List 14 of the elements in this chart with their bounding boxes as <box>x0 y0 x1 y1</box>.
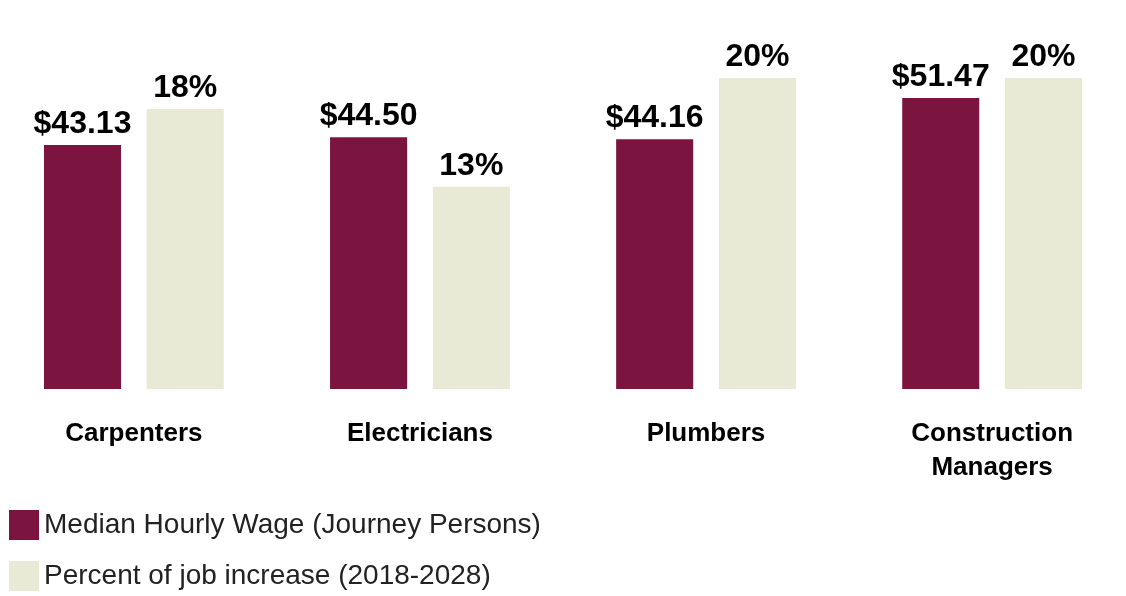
data-label: 13% <box>439 145 504 182</box>
x-tick-label: Carpenters <box>65 416 203 447</box>
data-label: 18% <box>153 68 218 105</box>
data-label: $44.16 <box>605 98 704 135</box>
data-label: 20% <box>725 37 790 73</box>
data-label: $51.47 <box>891 56 990 93</box>
data-label: $44.50 <box>319 96 418 133</box>
x-tick-label: Plumbers <box>646 416 766 447</box>
x-tick-label: Electricians <box>346 416 493 447</box>
x-tick-label: Construction Managers <box>911 416 1074 481</box>
data-label: 20% <box>1011 37 1076 73</box>
legend-label: Percent of job increase (2018-2028) <box>44 559 491 590</box>
legend-label: Median Hourly Wage (Journey Persons) <box>44 508 541 539</box>
data-label: $43.13 <box>33 104 132 141</box>
